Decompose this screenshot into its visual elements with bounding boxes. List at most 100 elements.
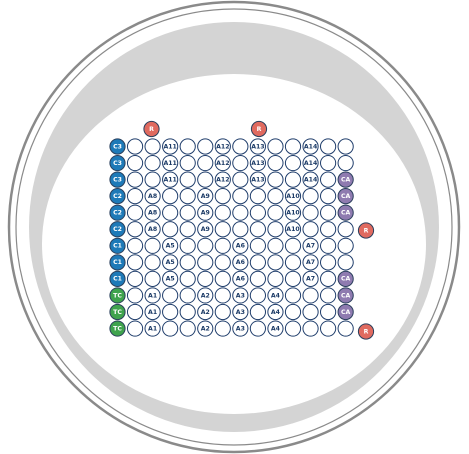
sample-well-r10-c7: A3 — [232, 303, 249, 321]
well-r4-c12 — [320, 204, 337, 221]
ca-marker-r9-c13-circle — [337, 287, 354, 304]
ca-marker-r9-c13: CA — [337, 287, 354, 304]
sample-well-r9-c9-label: A4 — [271, 292, 281, 299]
sample-well-r3-c5-circle — [197, 188, 214, 205]
well-r0-c7 — [232, 138, 249, 155]
control-marker-r4-c0-label: C2 — [113, 210, 122, 217]
well-r10-c6 — [214, 303, 231, 321]
sample-well-r5-c2: A8 — [144, 221, 161, 238]
well-r3-c3 — [162, 188, 179, 205]
well-r8-c12-circle — [320, 270, 337, 287]
well-r5-c3-circle — [162, 221, 179, 238]
control-marker-r2-c0: C3 — [109, 171, 126, 188]
sample-well-r2-c8: A13 — [249, 171, 266, 188]
sample-well-r0-c3-label: A11 — [163, 143, 176, 150]
well-r11-c10 — [284, 320, 302, 337]
well-r5-c1 — [126, 221, 144, 238]
well-r7-c5 — [197, 254, 214, 271]
well-r3-c8 — [249, 188, 266, 205]
sample-well-r1-c11: A14 — [302, 154, 319, 172]
well-r5-c11-circle — [302, 221, 319, 238]
well-r5-c8 — [249, 221, 266, 238]
ca-marker-r2-c13-label: CA — [341, 176, 351, 183]
well-r4-c11-circle — [302, 204, 319, 221]
well-r7-c5-circle — [197, 254, 214, 271]
well-r11-c1 — [126, 320, 144, 337]
sample-well-r3-c2-label: A8 — [148, 193, 157, 200]
well-r7-c6 — [214, 254, 231, 271]
well-r3-c4-circle — [179, 188, 196, 205]
well-r3-c4 — [179, 188, 196, 205]
well-r6-c1-circle — [126, 237, 144, 254]
sample-well-r7-c11: A7 — [302, 254, 319, 271]
well-r4-c9-circle — [267, 204, 284, 221]
tc-marker-r11-c0: TC — [109, 320, 126, 337]
sample-well-r4-c10: A10 — [284, 204, 302, 221]
sample-well-r4-c10-label: A10 — [286, 210, 300, 217]
sample-well-r11-c2-circle — [144, 320, 161, 337]
sample-well-r9-c2-circle — [144, 287, 161, 304]
well-r2-c1-circle — [126, 171, 144, 188]
sample-well-r11-c9: A4 — [267, 320, 284, 337]
well-r0-c13 — [337, 138, 354, 155]
well-r1-c7-circle — [232, 154, 249, 172]
well-r9-c11-circle — [302, 287, 319, 304]
well-r3-c3-circle — [162, 188, 179, 205]
sample-well-r1-c6-circle — [214, 154, 231, 172]
well-r6-c5-circle — [197, 237, 214, 254]
well-r4-c8 — [249, 204, 266, 221]
sample-well-r4-c5-circle — [197, 204, 214, 221]
well-r11-c4 — [179, 320, 196, 337]
sample-well-r11-c9-label: A4 — [271, 325, 281, 332]
sample-well-r5-c5-circle — [197, 221, 214, 238]
sample-well-r10-c2: A1 — [144, 303, 161, 321]
sample-well-r1-c6-label: A12 — [216, 160, 229, 167]
sample-well-r0-c6: A12 — [214, 138, 231, 155]
well-r0-c10 — [284, 138, 302, 155]
well-r6-c4-circle — [179, 237, 196, 254]
well-r9-c3 — [162, 287, 179, 304]
well-r3-c9 — [267, 188, 284, 205]
sample-well-r10-c7-label: A3 — [236, 309, 245, 316]
sample-well-r9-c7-circle — [232, 287, 249, 304]
sample-well-r7-c7: A6 — [232, 254, 249, 271]
control-marker-r0-c0: C3 — [109, 138, 126, 155]
sample-well-r9-c5-label: A2 — [201, 292, 210, 299]
tc-marker-r10-c0-label: TC — [113, 309, 122, 316]
sample-well-r6-c3: A5 — [162, 237, 179, 254]
control-marker-r8-c0-circle — [109, 270, 126, 287]
well-r9-c10-circle — [284, 287, 302, 304]
reference-marker-1-label: R — [257, 126, 262, 133]
well-r4-c3-circle — [162, 204, 179, 221]
well-r5-c9-circle — [267, 221, 284, 238]
well-r1-c13 — [337, 154, 354, 172]
well-r1-c10-circle — [284, 154, 302, 172]
sample-well-r5-c5: A9 — [197, 221, 214, 238]
well-r0-c9-circle — [267, 138, 284, 155]
well-r6-c5 — [197, 237, 214, 254]
well-r1-c9-circle — [267, 154, 284, 172]
well-r11-c6 — [214, 320, 231, 337]
well-r8-c1-circle — [126, 270, 144, 287]
sample-well-r11-c9-circle — [267, 320, 284, 337]
well-r7-c9 — [267, 254, 284, 271]
sample-well-r2-c8-label: A13 — [251, 176, 264, 183]
sample-well-r4-c2: A8 — [144, 204, 161, 221]
sample-well-r5-c10-label: A10 — [286, 226, 300, 233]
well-r2-c4-circle — [179, 171, 196, 188]
sample-well-r1-c3-label: A11 — [163, 160, 176, 167]
well-r10-c4-circle — [179, 303, 196, 321]
sample-well-r5-c5-label: A9 — [201, 226, 210, 233]
well-r7-c12 — [320, 254, 337, 271]
well-r1-c12-circle — [320, 154, 337, 172]
well-r5-c6 — [214, 221, 231, 238]
control-marker-r8-c0-label: C1 — [113, 276, 122, 283]
well-r0-c1-circle — [126, 138, 144, 155]
well-r0-c2 — [144, 138, 161, 155]
well-r1-c7 — [232, 154, 249, 172]
well-r6-c8 — [249, 237, 266, 254]
well-r10-c4 — [179, 303, 196, 321]
well-r2-c2-circle — [144, 171, 161, 188]
well-r8-c4 — [179, 270, 196, 287]
